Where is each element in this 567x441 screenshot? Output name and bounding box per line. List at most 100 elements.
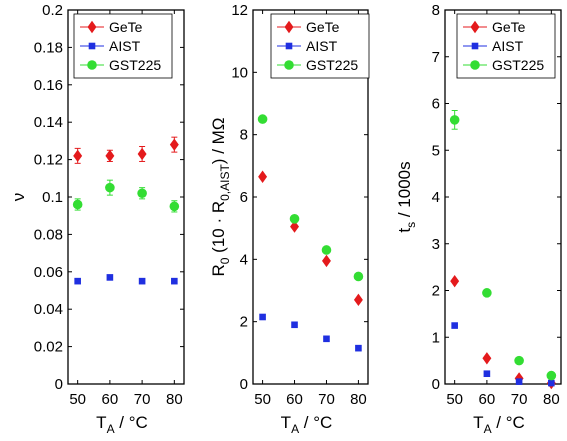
y-tick-label: 7 <box>432 49 440 66</box>
x-tick-label: 50 <box>446 391 463 408</box>
y-tick-label: 0.18 <box>34 39 63 56</box>
legend-marker-gete <box>87 20 97 34</box>
data-point-gete <box>353 293 363 307</box>
data-point-aist <box>323 335 330 343</box>
data-point-gete <box>105 149 115 163</box>
y-tick-label: 4 <box>240 251 248 268</box>
series-aist <box>259 313 362 352</box>
y-axis-label: R0 (10 · R0,AIST) / MΩ <box>209 117 232 276</box>
legend-marker-gst225 <box>87 60 97 70</box>
data-point-gst225 <box>514 355 524 366</box>
y-tick-label: 0 <box>240 376 248 393</box>
data-point-aist <box>291 321 298 329</box>
y-tick-label: 1 <box>432 329 440 346</box>
data-point-aist <box>451 322 458 329</box>
legend-label-gete: GeTe <box>306 19 340 35</box>
series-gst225 <box>257 114 364 282</box>
data-point-gst225 <box>546 370 557 381</box>
data-point-gst225 <box>289 214 300 224</box>
panel-3: 0 1 2 3 4 5 6 7 8 50 60 70 80 TA / °C ts / 1000s GeTe AI… <box>395 2 562 436</box>
series-aist <box>451 322 555 387</box>
data-point-gst225 <box>137 188 147 199</box>
x-axis-label: TA / °C <box>281 413 333 436</box>
y-tick-label: 0.08 <box>34 226 63 243</box>
data-point-gst225 <box>353 271 364 282</box>
data-point-gst225 <box>321 245 332 255</box>
legend-label-aist: AIST <box>109 38 141 54</box>
data-point-aist <box>106 274 114 281</box>
legend-marker-aist <box>471 42 479 50</box>
y-tick-label: 12 <box>231 2 248 19</box>
data-point-aist <box>74 277 81 285</box>
data-point-aist <box>515 378 523 385</box>
data-point-gst225 <box>449 115 460 125</box>
y-tick-label: 0 <box>55 376 63 393</box>
y-tick-label: 10 <box>231 64 248 81</box>
y-tick-label: 3 <box>432 236 440 253</box>
y-axis-label: ts / 1000s <box>395 161 418 232</box>
series-gete <box>258 170 363 307</box>
data-point-aist <box>355 344 362 352</box>
x-tick-label: 50 <box>69 391 86 408</box>
series-gete <box>450 274 556 390</box>
y-tick-label: 0.04 <box>34 301 63 318</box>
x-tick-label: 70 <box>511 391 528 408</box>
legend-label-aist: AIST <box>306 38 338 54</box>
data-point-gete <box>322 254 331 268</box>
data-point-gete <box>169 138 179 151</box>
x-tick-label: 60 <box>286 391 303 408</box>
x-axis-label: TA / °C <box>96 413 148 436</box>
y-tick-label: 6 <box>432 96 440 113</box>
data-point-aist <box>259 313 266 321</box>
y-axis-label: ν <box>9 193 28 202</box>
data-point-aist <box>548 379 555 387</box>
data-point-aist <box>483 370 491 378</box>
y-tick-label: 8 <box>240 127 248 144</box>
data-point-gete <box>137 147 147 161</box>
data-point-gst225 <box>257 114 268 124</box>
y-tick-label: 0.02 <box>34 339 63 356</box>
x-axis-label: TA / °C <box>473 413 525 436</box>
y-tick-label: 6 <box>240 189 248 206</box>
legend: GeTe AIST GST225 <box>456 13 556 79</box>
legend-marker-gete <box>284 20 294 34</box>
panel-2: 0 2 4 6 8 10 12 50 60 70 80 TA / °C R0 (10 · R0,AIST… <box>209 2 370 436</box>
y-tick-label: 5 <box>432 142 440 159</box>
series-gst225 <box>449 110 557 381</box>
data-point-gete <box>290 220 299 233</box>
legend-marker-aist <box>285 42 293 50</box>
data-point-gete <box>482 352 492 365</box>
legend-label-gst225: GST225 <box>492 57 544 73</box>
x-tick-label: 80 <box>350 391 367 408</box>
series-gete <box>73 136 179 164</box>
y-tick-label: 4 <box>432 189 440 206</box>
y-tick-label: 0.06 <box>34 264 63 281</box>
y-tick-label: 8 <box>432 2 440 19</box>
legend-marker-gete <box>470 20 480 34</box>
data-point-gete <box>258 170 268 183</box>
legend-marker-gst225 <box>284 60 294 70</box>
x-tick-label: 80 <box>166 391 183 408</box>
legend: GeTe AIST GST225 <box>270 13 370 79</box>
data-point-aist <box>138 277 146 285</box>
x-tick-label: 60 <box>102 391 119 408</box>
data-point-gete <box>73 149 83 163</box>
data-point-gete <box>450 274 460 288</box>
x-tick-label: 80 <box>543 391 560 408</box>
series-gst225 <box>72 179 180 213</box>
legend-label-gst225: GST225 <box>109 57 161 73</box>
legend-marker-gst225 <box>470 60 480 70</box>
x-tick-label: 50 <box>254 391 271 408</box>
y-tick-label: 0.14 <box>34 114 63 131</box>
x-tick-label: 70 <box>318 391 335 408</box>
y-tick-label: 0.1 <box>42 189 63 206</box>
legend-label-gete: GeTe <box>492 19 526 35</box>
data-point-aist <box>171 277 178 285</box>
data-point-gst225 <box>72 199 83 210</box>
data-point-gst225 <box>169 201 180 212</box>
y-tick-label: 0.2 <box>42 2 63 19</box>
x-tick-label: 70 <box>134 391 151 408</box>
panel-1: 0 0.02 0.04 0.06 0.08 0.1 0.12 0.14 0.16 0.18 0.2 5… <box>9 2 185 436</box>
legend: GeTe AIST GST225 <box>73 13 173 79</box>
